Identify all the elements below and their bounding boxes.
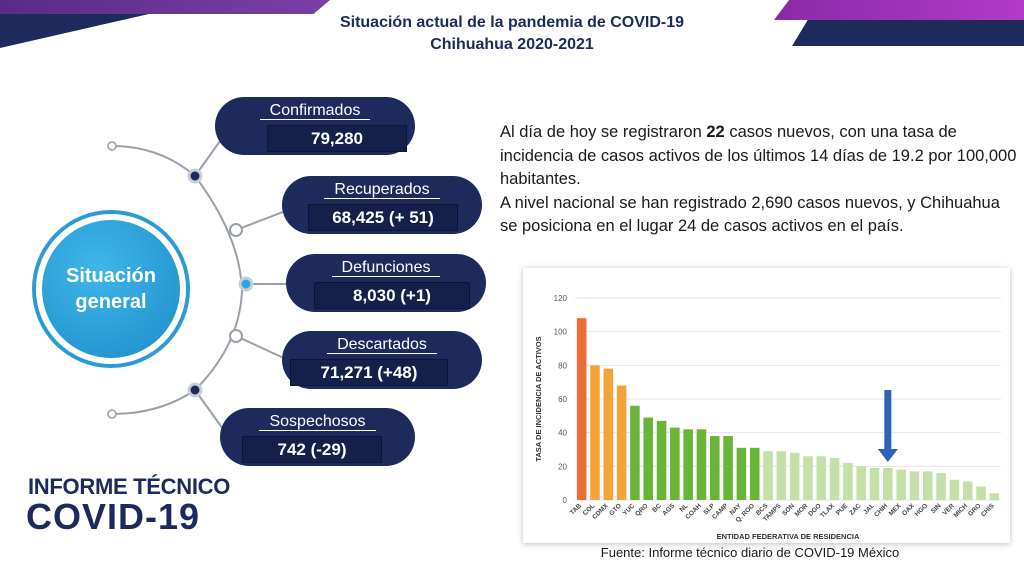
highlight-arrow-head <box>877 449 898 463</box>
stat-defunciones: Defunciones 8,030 (+1) <box>286 254 486 312</box>
page-subtitle: Chihuahua 2020-2021 <box>430 36 594 53</box>
bar-tlax <box>829 457 840 500</box>
bar-ags <box>670 427 680 500</box>
bar-tab <box>576 318 587 500</box>
bar-coah <box>696 429 707 500</box>
x-tick-label: SON <box>781 502 796 517</box>
x-tick-label: NL <box>678 502 689 513</box>
x-tick-label: QRO <box>634 502 649 517</box>
x-tick-label: GTO <box>608 502 623 517</box>
bar-qroo <box>749 447 760 500</box>
summary-paragraph: Al día de hoy se registraron 22 casos nu… <box>500 121 1020 239</box>
y-tick-label: 40 <box>558 429 567 438</box>
stat-label: Defunciones <box>331 259 441 277</box>
stat-recuperados: Recuperados 68,425 (+ 51) <box>282 176 482 234</box>
stat-sospechosos: Sospechosos 742 (-29) <box>220 408 415 466</box>
summary-line-2: A nivel nacional se han registrado 2,690… <box>500 193 1000 236</box>
bar-tamps <box>776 451 787 500</box>
x-tick-label: OAX <box>901 502 916 517</box>
x-axis-label: ENTIDAD FEDERATIVA DE RESIDENCIA <box>717 532 860 541</box>
logo-informe-tecnico: INFORME TÉCNICO <box>28 474 231 499</box>
x-tick-label: BC <box>651 502 663 514</box>
x-tick-label: MICH <box>952 502 969 519</box>
bar-chih <box>883 468 893 500</box>
bar-gro <box>976 486 986 500</box>
center-label-line2: general <box>75 291 147 313</box>
x-tick-label: GRO <box>967 502 982 517</box>
bar-cdmx <box>603 368 614 500</box>
center-label-line1: Situación <box>65 265 156 287</box>
y-tick-label: 100 <box>554 328 568 337</box>
stat-value: 79,280 <box>267 125 407 152</box>
bar-son <box>789 452 800 500</box>
bar-bc <box>656 420 667 500</box>
x-tick-label: SIN <box>930 502 943 515</box>
bar-qro <box>643 417 654 500</box>
bar-mex <box>896 469 906 500</box>
bar-nay <box>736 447 747 500</box>
x-tick-label: MEX <box>888 502 903 517</box>
y-tick-label: 0 <box>563 496 568 505</box>
y-tick-label: 80 <box>558 361 567 370</box>
stat-confirmados: Confirmados 79,280 <box>215 97 415 155</box>
bar-camp <box>723 436 733 500</box>
bar-jal <box>869 468 880 500</box>
stat-label: Recuperados <box>324 181 440 199</box>
bar-hgo <box>922 471 933 500</box>
x-tick-label: CAMP <box>711 502 730 521</box>
stat-label: Sospechosos <box>259 413 376 431</box>
logo-covid19: COVID-19 <box>26 496 201 537</box>
situacion-general-circle: Situación general <box>36 214 186 364</box>
bar-ver <box>949 479 960 500</box>
x-tick-label: TAB <box>569 502 583 516</box>
x-tick-label: HGO <box>914 502 929 517</box>
bar-mor <box>803 456 813 500</box>
bar-sin <box>936 473 946 500</box>
bar-pue <box>843 462 853 500</box>
y-tick-label: 60 <box>558 395 567 404</box>
bar-nl <box>683 429 693 500</box>
stat-value: 8,030 (+1) <box>314 282 470 309</box>
stat-label: Confirmados <box>259 102 371 120</box>
stat-value: 742 (-29) <box>242 436 382 463</box>
bar-mich <box>962 481 973 500</box>
bar-oax <box>909 471 920 500</box>
x-tick-label: TLAX <box>819 502 836 519</box>
x-tick-label: CHIH <box>873 502 889 518</box>
bar-col <box>590 365 600 500</box>
bar-chis <box>989 493 1000 500</box>
x-tick-label: MOR <box>794 502 810 518</box>
y-tick-label: 20 <box>558 462 567 471</box>
x-tick-label: CHIS <box>980 502 996 518</box>
y-tick-label: 120 <box>554 294 568 303</box>
y-axis-label: TASA DE INCIDENCIA DE ACTIVOS <box>534 336 543 461</box>
stat-value: 68,425 (+ 51) <box>308 204 458 231</box>
bar-dgo <box>816 456 827 500</box>
source-note: Fuente: Informe técnico diario de COVID-… <box>600 545 900 560</box>
bar-gto <box>616 385 627 500</box>
header-stripe-left <box>0 0 330 14</box>
bar-zac <box>856 466 867 500</box>
summary-line-1: Al día de hoy se registraron 22 casos nu… <box>500 123 1017 188</box>
x-tick-label: AGS <box>661 502 676 517</box>
bar-yuc <box>630 405 640 500</box>
x-tick-label: YUC <box>622 502 637 517</box>
stat-descartados: Descartados 71,271 (+48) <box>282 331 482 389</box>
header-stripe-right <box>774 0 1024 20</box>
x-tick-label: CDMX <box>591 502 610 521</box>
stat-label: Descartados <box>327 336 437 354</box>
stat-value: 71,271 (+48) <box>290 359 448 386</box>
page-title: Situación actual de la pandemia de COVID… <box>339 14 685 31</box>
incidence-chart: 0 20 40 60 80 100 120 TAB COL CDMX GTO YUC QRO BC AGS N… <box>523 268 1010 543</box>
highlight-arrow-shaft <box>884 390 892 451</box>
x-tick-label: PUE <box>835 502 850 517</box>
bar-slp <box>709 436 720 500</box>
bar-bcs <box>763 451 773 500</box>
x-tick-label: ZAC <box>848 502 863 517</box>
